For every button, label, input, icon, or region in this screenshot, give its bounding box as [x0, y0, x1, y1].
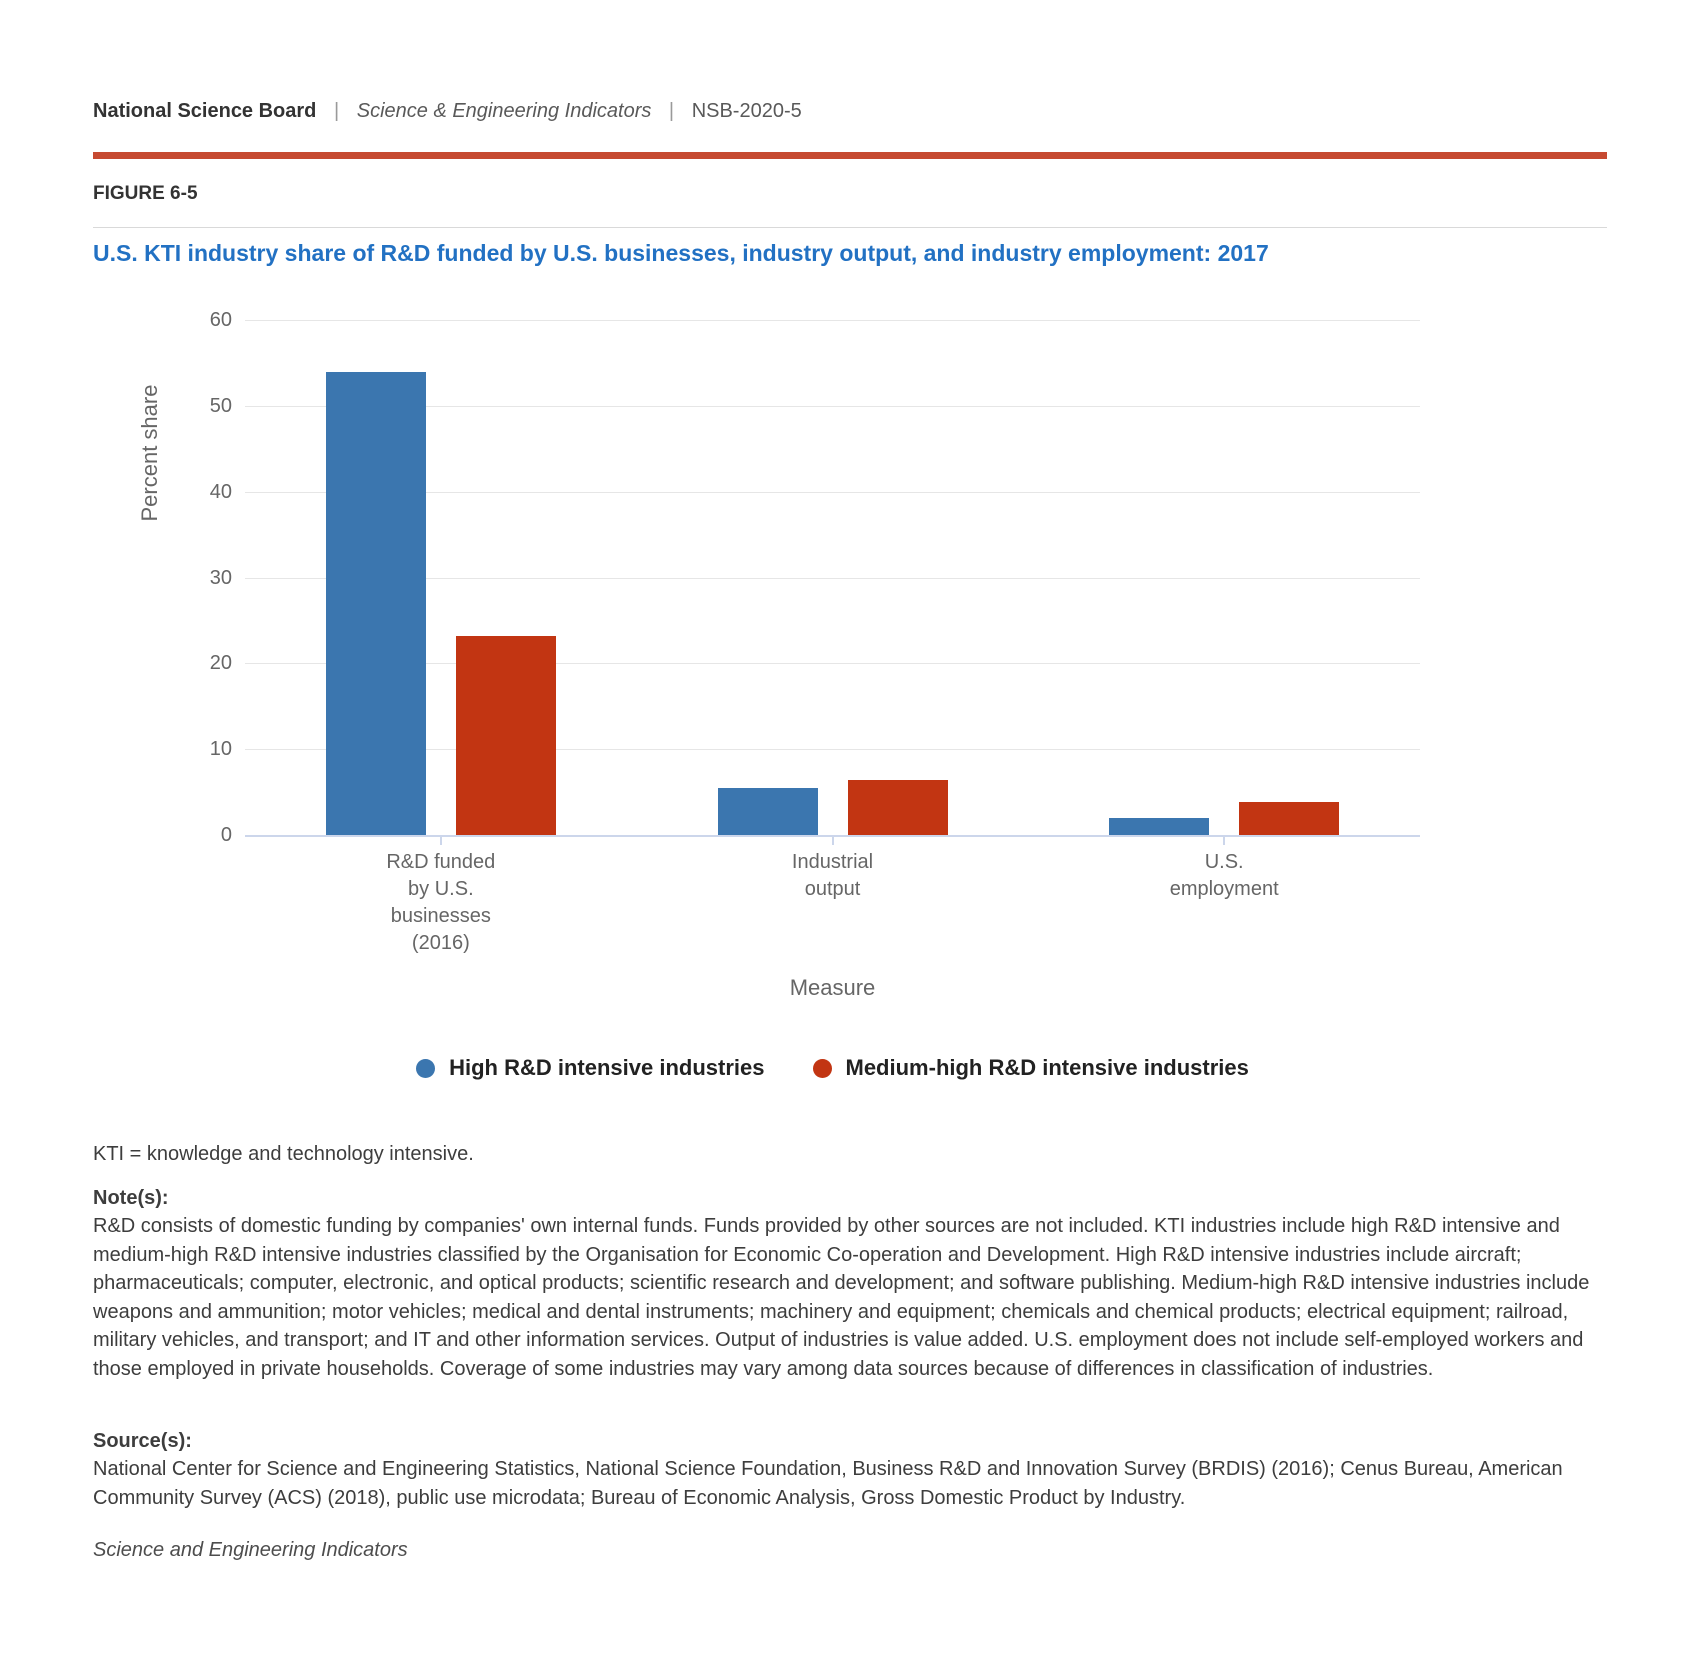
category-label: R&D funded by U.S. businesses (2016)	[386, 851, 496, 954]
page-header: National Science Board | Science & Engin…	[93, 100, 802, 123]
brand-text: National Science Board	[93, 100, 317, 122]
plot-area: R&D funded by U.S. businesses (2016) Ind…	[245, 320, 1420, 954]
header-separator: |	[333, 100, 340, 122]
bar-group: Industrial output	[637, 320, 1029, 900]
abbreviation-note: KTI = knowledge and technology intensive…	[93, 1143, 474, 1165]
bar-mediumhigh-us-employment	[1239, 801, 1340, 835]
bar-high-industrial-output	[717, 787, 818, 835]
footer-publication-name: Science and Engineering Indicators	[93, 1539, 408, 1561]
notes-body: R&D consists of domestic funding by comp…	[93, 1215, 1590, 1380]
legend-marker-blue-icon	[416, 1058, 436, 1078]
y-axis-tick-label: 50	[209, 394, 232, 417]
bar-mediumhigh-rd-funded	[455, 635, 556, 835]
legend-label: High R&D intensive industries	[449, 1055, 765, 1080]
x-axis-title: Measure	[789, 975, 876, 1000]
header-separator: |	[668, 100, 675, 122]
publication-title: Science & Engineering Indicators	[356, 100, 652, 122]
bar-high-rd-funded	[325, 372, 426, 835]
gridline	[245, 491, 1420, 493]
legend-item-mediumhigh-rd: Medium-high R&D intensive industries	[812, 1055, 1249, 1081]
notes-heading: Note(s):	[93, 1187, 169, 1209]
x-axis-tick	[1223, 835, 1226, 845]
legend-label: Medium-high R&D intensive industries	[845, 1055, 1249, 1080]
chart-title: U.S. KTI industry share of R&D funded by…	[93, 240, 1269, 266]
x-axis-line	[245, 835, 1420, 837]
accent-rule	[93, 152, 1607, 159]
bar-groups: R&D funded by U.S. businesses (2016) Ind…	[245, 320, 1420, 954]
y-axis-tick-label: 40	[209, 480, 232, 503]
bar-high-us-employment	[1109, 817, 1210, 835]
divider-rule	[93, 227, 1607, 228]
y-axis-tick-label: 0	[220, 824, 232, 846]
y-axis-tick-label: 60	[209, 309, 232, 331]
bar-group: U.S. employment	[1028, 320, 1420, 900]
sources-heading: Source(s):	[93, 1430, 192, 1452]
category-label: U.S. employment	[1169, 851, 1279, 900]
legend-marker-red-icon	[812, 1058, 832, 1078]
gridline	[245, 663, 1420, 665]
bar-group: R&D funded by U.S. businesses (2016)	[245, 320, 637, 954]
y-axis-tick-label: 20	[209, 652, 232, 675]
gridline	[245, 577, 1420, 579]
bar-mediumhigh-industrial-output	[847, 780, 948, 835]
y-axis-title: Percent share	[137, 384, 162, 522]
gridline	[245, 749, 1420, 751]
x-axis-tick	[831, 835, 834, 845]
legend-item-high-rd: High R&D intensive industries	[416, 1055, 765, 1081]
report-id: NSB-2020-5	[691, 100, 802, 122]
gridline	[245, 320, 1420, 321]
y-axis-tick-label: 30	[209, 566, 232, 589]
figure-label: FIGURE 6-5	[93, 183, 198, 204]
y-axis-tick-label: 10	[209, 738, 232, 761]
gridline	[245, 405, 1420, 407]
category-label: Industrial output	[791, 851, 874, 900]
legend: High R&D intensive industries Medium-hig…	[245, 1055, 1420, 1081]
x-axis-tick	[439, 835, 442, 845]
sources-body: National Center for Science and Engineer…	[93, 1458, 1563, 1509]
